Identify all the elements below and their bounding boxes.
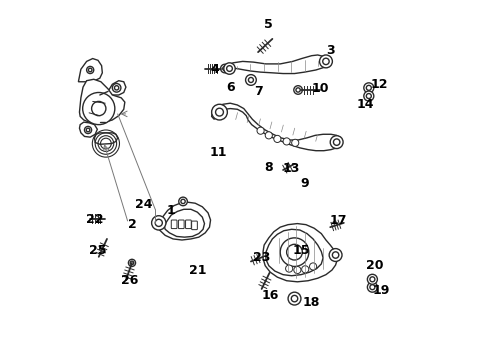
Circle shape: [301, 266, 308, 273]
Circle shape: [179, 197, 187, 206]
Circle shape: [155, 219, 162, 226]
Text: 18: 18: [303, 296, 320, 309]
Circle shape: [248, 77, 253, 82]
Circle shape: [181, 199, 185, 203]
Text: 3: 3: [325, 44, 334, 57]
FancyBboxPatch shape: [185, 220, 191, 229]
Circle shape: [366, 94, 370, 99]
Circle shape: [285, 265, 292, 272]
Polygon shape: [263, 224, 337, 282]
Text: 26: 26: [121, 274, 138, 287]
Circle shape: [273, 135, 281, 143]
Circle shape: [151, 216, 165, 230]
Circle shape: [291, 296, 297, 302]
Text: 23: 23: [252, 251, 270, 264]
Circle shape: [291, 139, 298, 147]
Polygon shape: [158, 202, 210, 240]
Circle shape: [369, 285, 374, 290]
Polygon shape: [226, 55, 328, 73]
Text: 14: 14: [356, 99, 373, 112]
Circle shape: [363, 91, 373, 101]
Text: 6: 6: [226, 81, 235, 94]
Text: 24: 24: [135, 198, 152, 211]
Circle shape: [329, 136, 343, 149]
Polygon shape: [80, 79, 124, 123]
Circle shape: [128, 259, 135, 266]
Circle shape: [112, 84, 121, 92]
Polygon shape: [108, 81, 125, 95]
Text: 20: 20: [366, 259, 383, 272]
Polygon shape: [164, 209, 204, 237]
Circle shape: [293, 86, 302, 94]
Circle shape: [333, 139, 339, 145]
FancyBboxPatch shape: [191, 221, 197, 230]
Circle shape: [245, 75, 256, 85]
Text: 1: 1: [166, 204, 175, 217]
Circle shape: [366, 274, 377, 284]
Text: 10: 10: [311, 82, 328, 95]
Polygon shape: [80, 122, 97, 137]
Text: 13: 13: [283, 162, 300, 175]
Circle shape: [369, 277, 374, 282]
Circle shape: [114, 86, 119, 90]
Polygon shape: [211, 103, 341, 151]
Circle shape: [130, 261, 134, 265]
Circle shape: [363, 83, 373, 93]
Circle shape: [286, 244, 302, 260]
Circle shape: [319, 55, 332, 68]
Text: 11: 11: [210, 146, 227, 159]
Text: 21: 21: [188, 264, 205, 276]
Text: 4: 4: [210, 63, 219, 76]
Circle shape: [224, 63, 235, 74]
Text: 25: 25: [88, 244, 106, 257]
Circle shape: [86, 128, 90, 132]
Polygon shape: [78, 59, 102, 82]
Circle shape: [211, 104, 227, 120]
FancyBboxPatch shape: [178, 220, 184, 229]
Text: 9: 9: [300, 177, 308, 190]
Text: 2: 2: [127, 218, 136, 231]
Circle shape: [309, 263, 316, 270]
Circle shape: [328, 249, 341, 261]
Text: 15: 15: [292, 244, 310, 257]
Text: 12: 12: [370, 78, 387, 91]
Polygon shape: [265, 229, 323, 276]
Circle shape: [295, 88, 300, 92]
Circle shape: [332, 252, 338, 258]
Polygon shape: [94, 133, 118, 144]
Circle shape: [91, 102, 106, 116]
Circle shape: [220, 64, 229, 73]
Circle shape: [215, 108, 223, 116]
Circle shape: [287, 292, 300, 305]
Circle shape: [88, 68, 92, 72]
Text: 7: 7: [253, 85, 262, 98]
Circle shape: [257, 127, 264, 134]
Circle shape: [293, 266, 300, 274]
Circle shape: [226, 66, 232, 71]
Circle shape: [82, 93, 115, 125]
Circle shape: [280, 238, 308, 266]
Circle shape: [264, 132, 272, 139]
Text: 5: 5: [264, 18, 273, 31]
Circle shape: [366, 85, 370, 90]
Circle shape: [86, 66, 94, 73]
Circle shape: [322, 58, 328, 64]
Text: 16: 16: [261, 288, 278, 302]
Text: 19: 19: [371, 284, 389, 297]
Circle shape: [222, 66, 226, 71]
Circle shape: [283, 138, 290, 145]
Text: 22: 22: [86, 213, 104, 226]
FancyBboxPatch shape: [171, 220, 177, 229]
Circle shape: [366, 282, 377, 292]
Circle shape: [84, 126, 91, 134]
Text: 8: 8: [263, 161, 272, 174]
Text: 17: 17: [329, 213, 346, 226]
